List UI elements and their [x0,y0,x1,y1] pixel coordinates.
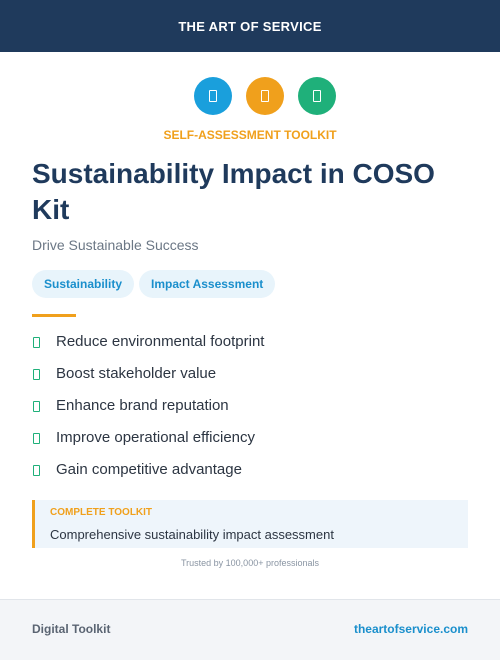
check-icon [33,401,40,412]
benefit: Improve operational efficiency [56,429,255,446]
check-icon [33,369,40,380]
header-bar [0,0,500,52]
icon-circle [194,77,232,115]
tag: Impact Assessment [139,270,276,298]
callout-box [32,500,468,548]
eyebrow: SELF-ASSESSMENT TOOLKIT [163,128,337,142]
trust-note: Trusted by 100,000+ professionals [180,558,319,568]
benefit: Boost stakeholder value [56,365,217,382]
icon-circle [246,77,284,115]
footer-label: Digital Toolkit [32,622,111,636]
benefit: Reduce environmental footprint [56,333,265,350]
footer-bar [0,599,500,660]
benefit: Gain competitive advantage [56,461,242,478]
callout-text: Comprehensive sustainability impact asse… [50,527,334,542]
check-icon [33,465,40,476]
tag: Sustainability [32,270,135,298]
check-icon [33,433,40,444]
subtitle: Drive Sustainable Success [32,237,199,253]
benefit: Enhance brand reputation [56,397,229,414]
callout-label: COMPLETE TOOLKIT [50,507,153,518]
icon-circle [298,77,336,115]
brand: THE ART OF SERVICE [178,19,322,34]
accent-rule [32,314,76,317]
footer-link[interactable]: theartofservice.com [353,622,468,636]
check-icon [33,337,40,348]
title: Sustainability Impact in COSO Kit [32,158,435,225]
